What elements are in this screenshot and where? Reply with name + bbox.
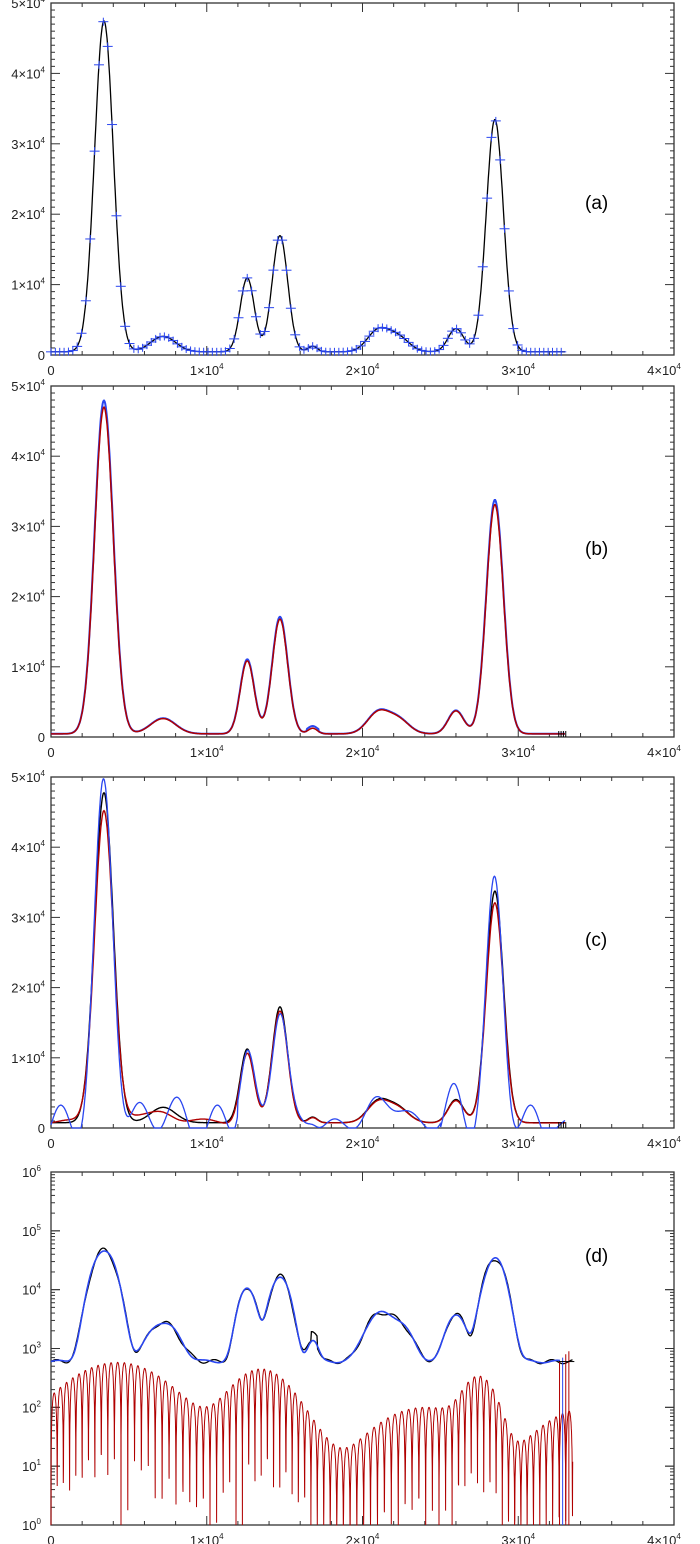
x-tick-label: 4×104: [647, 362, 681, 378]
x-tick-label: 3×104: [501, 362, 535, 378]
x-tick-label: 1×104: [190, 1532, 224, 1544]
y-tick-label: 2×104: [11, 980, 45, 996]
y-tick-label: 5×104: [11, 769, 45, 785]
x-tick-label: 0: [47, 1533, 54, 1544]
panel-a-chart: 0 1×104 2×104 3×104 4×104 0 1×104 2×104 3×104 4×1…: [11, 0, 681, 378]
y-tick-label: 3×104: [11, 136, 45, 152]
x-tick-label: 0: [47, 745, 54, 760]
panel-b-chart: 0 1×104 2×104 3×104 4×104 0 1×104 2×104 3×104 4×1…: [11, 378, 681, 760]
y-tick-label: 105: [22, 1223, 41, 1239]
x-tick-label: 2×104: [346, 1135, 380, 1151]
x-tick-label: 1×104: [190, 1135, 224, 1151]
red-line: [51, 406, 565, 735]
blue-line: [50, 1250, 561, 1364]
x-tick-label: 4×104: [647, 1135, 681, 1151]
x-tick-label: 1×104: [190, 744, 224, 760]
y-tick-label: 0: [38, 730, 45, 745]
y-tick-label: 4×104: [11, 65, 45, 81]
x-tick-label: 2×104: [346, 744, 380, 760]
model-line: [51, 20, 565, 353]
y-tick-label: 106: [22, 1164, 41, 1180]
x-tick-label: 2×104: [346, 362, 380, 378]
y-tick-label: 0: [38, 348, 45, 363]
y-tick-label: 2×104: [11, 206, 45, 222]
x-tick-label: 4×104: [647, 744, 681, 760]
y-tick-label: 5×104: [11, 378, 45, 394]
red-line: [50, 809, 565, 1124]
red-residual-line: [50, 1361, 574, 1526]
y-tick-label: 0: [38, 1121, 45, 1136]
panel-label-c: (c): [585, 930, 607, 951]
y-tick-label: 100: [22, 1517, 41, 1533]
x-tick-label: 4×104: [647, 1532, 681, 1544]
black-line: [50, 1247, 573, 1365]
y-tick-label: 3×104: [11, 518, 45, 534]
y-tick-label: 103: [22, 1341, 41, 1357]
x-tick-label: 2×104: [346, 1532, 380, 1544]
x-tick-label: 0: [47, 363, 54, 378]
y-tick-label: 1×104: [11, 659, 45, 675]
x-tick-label: 3×104: [501, 744, 535, 760]
x-tick-label: 3×104: [501, 1532, 535, 1544]
panel-label-d: (d): [585, 1246, 608, 1267]
data-plus-markers: [46, 17, 567, 356]
panel-label-a: (a): [585, 193, 608, 214]
blue-line: [50, 777, 566, 1129]
y-tick-label: 1×104: [11, 1050, 45, 1066]
panel-label-b: (b): [585, 539, 608, 560]
panel-d-chart: 0 1×104 2×104 3×104 4×104 100 101 102 103 104 105 1…: [22, 1164, 681, 1544]
y-tick-label: 1×104: [11, 277, 45, 293]
y-tick-label: 3×104: [11, 909, 45, 925]
y-tick-label: 5×104: [11, 0, 45, 11]
panel-c-chart: 0 1×104 2×104 3×104 4×104 0 1×104 2×104 3×104 4×1…: [11, 769, 681, 1151]
y-tick-label: 102: [22, 1399, 41, 1415]
y-tick-label: 104: [22, 1282, 41, 1298]
x-tick-label: 3×104: [501, 1135, 535, 1151]
y-tick-label: 2×104: [11, 589, 45, 605]
y-tick-label: 4×104: [11, 839, 45, 855]
x-tick-label: 0: [47, 1136, 54, 1151]
x-tick-label: 1×104: [190, 362, 224, 378]
y-tick-label: 101: [22, 1458, 41, 1474]
y-tick-label: 4×104: [11, 448, 45, 464]
